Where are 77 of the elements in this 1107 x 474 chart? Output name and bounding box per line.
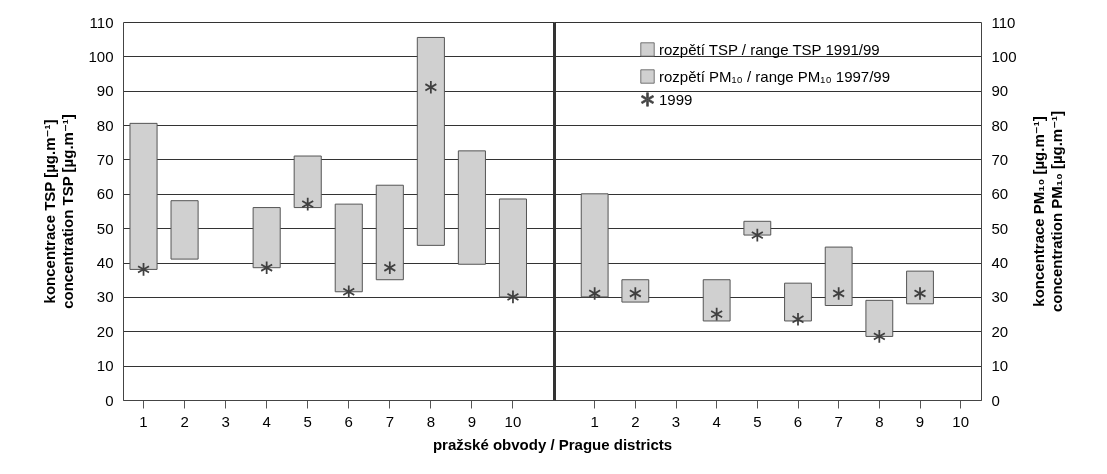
bar xyxy=(457,150,486,265)
y-tick-label: 20 xyxy=(96,322,114,340)
legend-label: rozpětí PM₁₀ / range PM₁₀ 1997/99 xyxy=(659,67,891,85)
y-tick-label: 90 xyxy=(991,82,1009,100)
point xyxy=(424,80,437,94)
bar xyxy=(824,246,853,306)
bar xyxy=(865,299,894,337)
x-tick-label: 5 xyxy=(303,412,312,430)
point xyxy=(873,330,886,343)
y-tick-label: 50 xyxy=(96,219,114,237)
bar xyxy=(702,279,731,322)
x-tick-label: 4 xyxy=(262,412,271,430)
bar xyxy=(375,184,404,281)
y-tick-label: 0 xyxy=(991,391,1000,409)
point xyxy=(588,287,601,300)
y-tick-label: 40 xyxy=(991,254,1009,272)
bar xyxy=(170,200,199,260)
legend-label: rozpětí TSP / range TSP 1991/99 xyxy=(659,40,880,58)
x-tick-label: 1 xyxy=(139,412,148,430)
bar xyxy=(252,207,281,269)
bar xyxy=(580,193,609,298)
x-tick-label: 3 xyxy=(671,412,681,430)
x-tick-label: 5 xyxy=(753,412,762,430)
point xyxy=(342,285,355,299)
bar xyxy=(293,155,322,209)
x-axis-title: pražské obvody / Prague districts xyxy=(432,435,673,453)
y-tick-label: 70 xyxy=(96,150,114,168)
bar xyxy=(498,198,527,298)
y-tick-label: 0 xyxy=(105,391,114,409)
bar xyxy=(416,36,445,246)
point xyxy=(832,287,845,300)
x-tick-label: 2 xyxy=(180,412,189,430)
x-tick-label: 8 xyxy=(875,412,884,430)
y-tick-label: 10 xyxy=(991,357,1009,375)
point xyxy=(260,261,273,275)
y-tick-label: 80 xyxy=(991,116,1009,134)
y-tick-label: 70 xyxy=(991,150,1009,168)
x-tick-label: 8 xyxy=(426,412,436,430)
y-tick-label: 20 xyxy=(991,322,1009,340)
point xyxy=(710,307,723,321)
y-axis-title: koncentrace TSP [µg.m⁻¹] concentration TSP [µg.m⁻¹] xyxy=(41,114,77,309)
x-tick-label: 10 xyxy=(952,412,970,430)
bar xyxy=(743,220,772,236)
x-tick-label: 7 xyxy=(385,412,394,430)
y-tick-label: 10 xyxy=(96,357,114,375)
y-tick-label: 90 xyxy=(96,82,114,100)
y-tick-label: 30 xyxy=(96,288,114,306)
y-tick-label: 50 xyxy=(991,219,1009,237)
bar xyxy=(906,270,934,305)
y-tick-label: 60 xyxy=(96,185,114,203)
bar xyxy=(334,203,363,293)
y-tick-label: 30 xyxy=(991,288,1009,306)
x-tick-label: 3 xyxy=(221,412,230,430)
x-tick-label: 6 xyxy=(793,412,803,430)
y-tick-label: 110 xyxy=(89,13,114,31)
y-tick-label: 60 xyxy=(991,185,1009,203)
y-tick-label: 100 xyxy=(991,47,1017,65)
point xyxy=(507,290,519,304)
x-tick-label: 1 xyxy=(590,412,599,430)
y-tick-label: 80 xyxy=(96,116,114,134)
x-tick-label: 6 xyxy=(344,412,353,430)
x-tick-label: 10 xyxy=(504,412,522,430)
legend-label: 1999 xyxy=(659,90,693,108)
point xyxy=(792,312,804,326)
bar xyxy=(784,282,812,322)
point xyxy=(301,197,314,211)
y-tick-label: 40 xyxy=(96,254,114,272)
bar xyxy=(129,122,158,270)
x-tick-label: 9 xyxy=(467,412,477,430)
x-tick-label: 2 xyxy=(631,412,640,430)
y-axis-title: koncentrace PM₁₀ [µg.m⁻¹] concentration PM₁₀ [µg.m⁻¹] xyxy=(1029,110,1065,313)
x-tick-label: 4 xyxy=(712,412,721,430)
y-tick-label: 100 xyxy=(88,47,114,65)
x-tick-label: 7 xyxy=(834,412,843,430)
x-tick-label: 9 xyxy=(915,412,925,430)
y-tick-label: 110 xyxy=(991,13,1016,31)
point xyxy=(383,261,396,275)
